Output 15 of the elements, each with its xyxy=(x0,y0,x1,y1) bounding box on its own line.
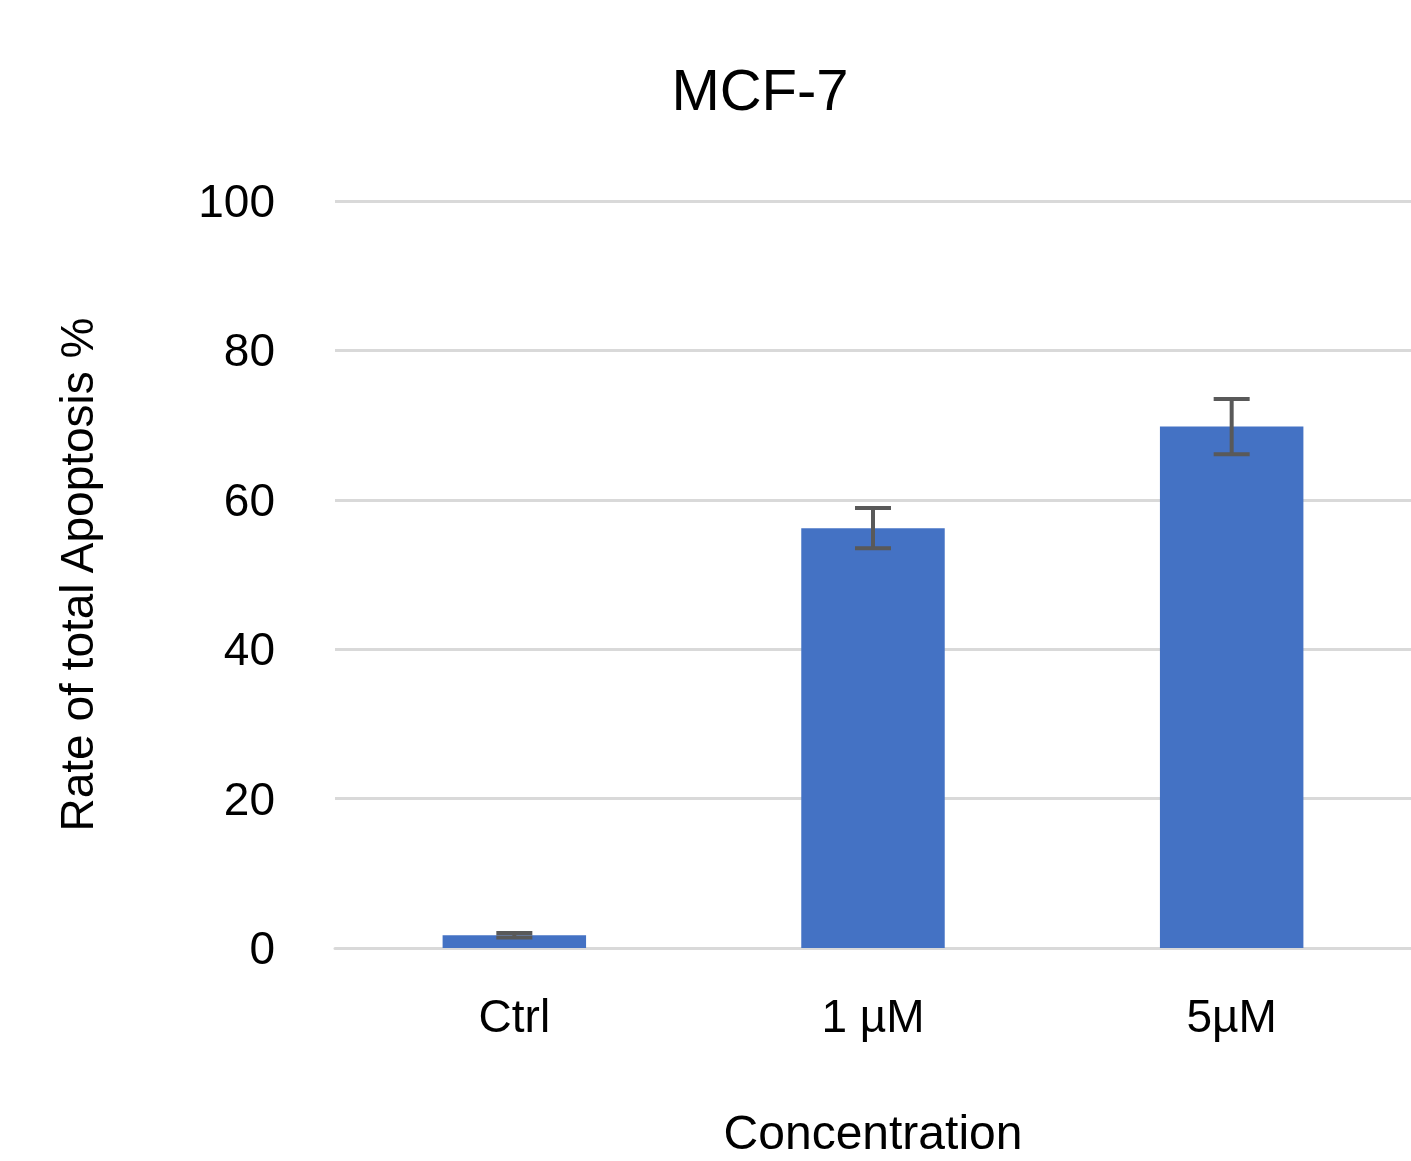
bar xyxy=(801,528,945,948)
y-tick-label: 100 xyxy=(198,175,275,227)
bar xyxy=(442,935,587,948)
x-axis-title: Concentration xyxy=(723,1105,1023,1159)
y-axis-title: Rate of total Apoptosis % xyxy=(51,317,103,832)
y-tick-label: 80 xyxy=(223,324,275,377)
bar xyxy=(1159,426,1304,948)
x-tick-label: 5µM xyxy=(1186,990,1277,1042)
x-tick-label: Ctrl xyxy=(478,990,551,1042)
x-tick-label: 1 µM xyxy=(821,990,925,1042)
y-tick-label: 0 xyxy=(249,922,275,974)
y-tick-label: 60 xyxy=(223,473,275,526)
chart-title: MCF-7 xyxy=(671,56,849,122)
y-tick-label: 40 xyxy=(223,623,275,676)
y-tick-label: 20 xyxy=(223,772,275,825)
